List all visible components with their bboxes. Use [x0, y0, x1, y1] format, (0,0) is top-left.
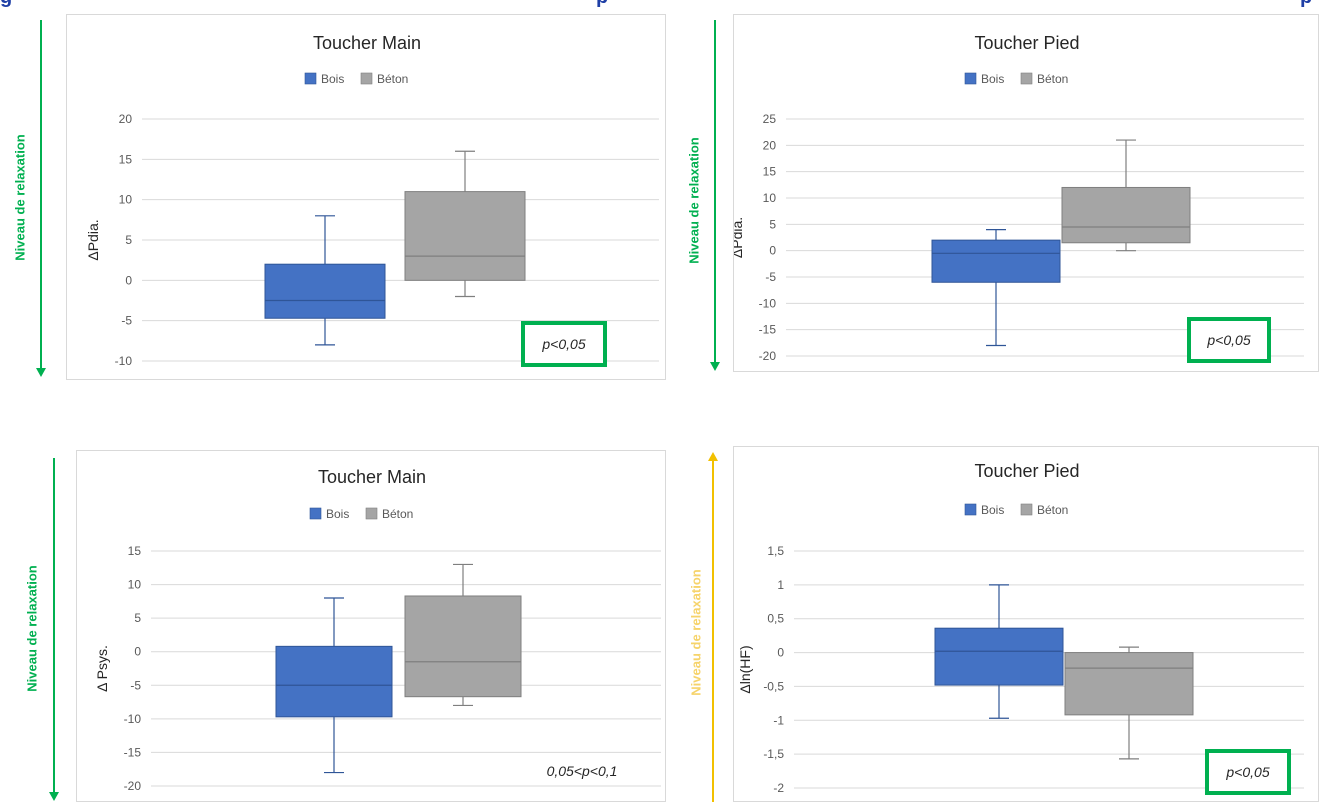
y-tick-label: 10: [128, 578, 142, 592]
header-fragment: g: [0, 0, 12, 8]
y-tick-label: 0: [769, 244, 776, 258]
y-tick-label: 5: [769, 217, 776, 231]
chart-title: Toucher Pied: [974, 33, 1079, 53]
y-axis-label: ΔPdia.: [85, 219, 101, 260]
y-axis-label: Δln(HF): [737, 645, 753, 693]
y-tick-label: 1,5: [767, 544, 784, 558]
y-tick-label: 25: [763, 112, 777, 126]
boxplot-chart-2: Toucher Pied Bois Béton 25 20 15 10 5 0 -5 -10 -15 -…: [734, 33, 1304, 363]
chart-title: Toucher Main: [318, 467, 426, 487]
legend-swatch-beton: [365, 507, 378, 520]
chart-panel-1: Toucher Main Bois Béton 20 15 10 5 0 -5 -10 ΔPdia.…: [66, 14, 666, 380]
y-tick-label: 1: [777, 578, 784, 592]
legend-label-beton: Béton: [377, 72, 408, 86]
legend-label-beton: Béton: [1037, 503, 1068, 517]
chart-panel-2: Toucher Pied Bois Béton 25 20 15 10 5 0 -5 -10 -15 -…: [733, 14, 1319, 372]
chart-title: Toucher Main: [313, 33, 421, 53]
y-tick-label: 20: [119, 112, 133, 126]
chart-panel-4: Toucher Pied Bois Béton 1,5 1 0,5 0 -0,5 -1 -1,5 -…: [733, 446, 1319, 802]
y-tick-label: -10: [124, 712, 142, 726]
relaxation-label-1: Niveau de relaxation: [12, 134, 28, 261]
legend-swatch-bois: [964, 503, 977, 516]
y-tick-label: 20: [763, 138, 777, 152]
boxplot-chart-4: Toucher Pied Bois Béton 1,5 1 0,5 0 -0,5 -1 -1,5 -…: [737, 461, 1304, 795]
legend-swatch-beton: [1020, 72, 1033, 85]
box-beton: [1061, 186, 1191, 244]
y-tick-label: -2: [773, 781, 784, 795]
y-tick-label: 15: [128, 544, 142, 558]
p-value-annotation: p<0,05: [541, 336, 585, 352]
relaxation-label-3: Niveau de relaxation: [24, 565, 40, 692]
y-tick-label: -5: [121, 314, 132, 328]
chart-panel-3: Toucher Main Bois Béton 15 10 5 0 -5 -10 -15 -20 Δ …: [76, 450, 666, 802]
legend-label-beton: Béton: [382, 507, 413, 521]
p-value-annotation: p<0,05: [1206, 332, 1250, 348]
y-axis-label: Δ Psys.: [94, 645, 110, 692]
legend-swatch-beton: [1020, 503, 1033, 516]
boxplot-chart-3: Toucher Main Bois Béton 15 10 5 0 -5 -10 -15 -20 Δ …: [94, 467, 661, 793]
legend-swatch-bois: [304, 72, 317, 85]
y-tick-label: 10: [763, 191, 777, 205]
relaxation-label-2: Niveau de relaxation: [686, 137, 702, 264]
box-beton: [1064, 652, 1194, 716]
box-bois: [931, 239, 1061, 283]
chart-title: Toucher Pied: [974, 461, 1079, 481]
p-value-annotation: 0,05<p<0,1: [547, 763, 618, 779]
box-bois: [264, 263, 386, 319]
p-value-box: [1205, 749, 1291, 795]
legend-label-bois: Bois: [981, 72, 1004, 86]
header-fragment: p: [1300, 0, 1312, 8]
y-tick-label: 0: [134, 645, 141, 659]
p-value-box: [521, 321, 607, 367]
box-bois: [275, 645, 393, 718]
boxplot-chart-1: Toucher Main Bois Béton 20 15 10 5 0 -5 -10 ΔPdia.…: [85, 33, 659, 368]
y-tick-label: 15: [119, 152, 133, 166]
y-tick-label: -1,5: [763, 747, 784, 761]
y-tick-label: -15: [124, 745, 142, 759]
y-tick-label: 0: [125, 273, 132, 287]
legend-swatch-bois: [309, 507, 322, 520]
relaxation-label-4: Niveau de relaxation: [688, 569, 704, 696]
y-tick-label: 10: [119, 193, 133, 207]
p-value-box: [1187, 317, 1271, 363]
p-value-annotation: p<0,05: [1225, 764, 1269, 780]
y-tick-label: 5: [134, 611, 141, 625]
y-tick-label: -15: [759, 323, 777, 337]
legend-swatch-beton: [360, 72, 373, 85]
box-bois: [934, 627, 1064, 686]
legend-label-bois: Bois: [981, 503, 1004, 517]
legend-label-bois: Bois: [321, 72, 344, 86]
y-tick-label: 15: [763, 165, 777, 179]
y-tick-label: -1: [773, 713, 784, 727]
y-tick-label: -10: [759, 296, 777, 310]
clipped-header: g p p: [0, 0, 1319, 8]
legend-label-beton: Béton: [1037, 72, 1068, 86]
y-tick-label: 0,5: [767, 612, 784, 626]
header-fragment: p: [596, 0, 608, 8]
y-tick-label: -5: [765, 270, 776, 284]
y-tick-label: -20: [759, 349, 777, 363]
y-tick-label: 5: [125, 233, 132, 247]
legend-swatch-bois: [964, 72, 977, 85]
y-tick-label: -0,5: [763, 679, 784, 693]
box-beton: [404, 595, 522, 698]
y-tick-label: -20: [124, 779, 142, 793]
y-tick-label: 0: [777, 646, 784, 660]
y-tick-label: -5: [130, 678, 141, 692]
box-beton: [404, 191, 526, 281]
legend-label-bois: Bois: [326, 507, 349, 521]
y-axis-label: ΔPdia.: [734, 217, 745, 258]
y-tick-label: -10: [115, 354, 133, 368]
